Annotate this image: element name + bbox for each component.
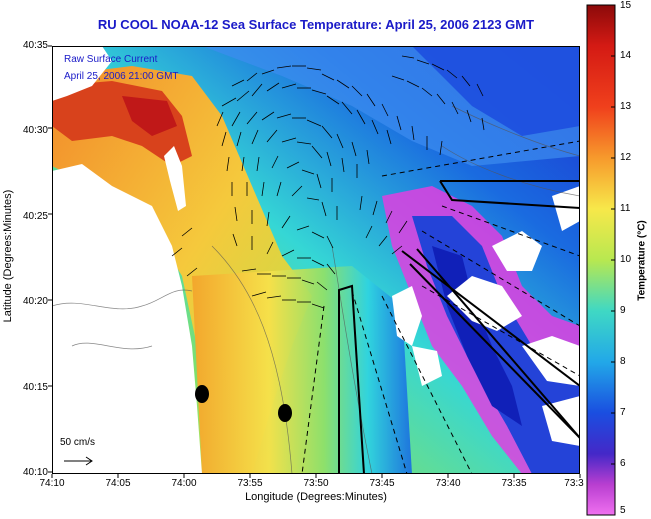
cloud-mask <box>522 336 580 386</box>
cloud-mask <box>412 346 442 386</box>
dashed-transects <box>301 140 580 474</box>
cloud-mask <box>447 276 522 331</box>
sandy-hook <box>164 146 186 211</box>
x-tick-label: 73:55 <box>237 478 263 489</box>
land-new-jersey <box>52 164 202 474</box>
colorbar-tick: 5 <box>620 505 626 516</box>
x-axis-label: Longitude (Degrees:Minutes) <box>245 491 387 503</box>
scale-vector <box>64 456 93 466</box>
colorbar-gradient <box>586 4 616 516</box>
scale-vector-label: 50 cm/s <box>60 437 96 448</box>
colorbar-tick: 15 <box>620 0 632 11</box>
map-frame <box>52 46 580 474</box>
colorbar-tick: 13 <box>620 101 632 112</box>
temperature-colorbar <box>586 4 616 516</box>
y-tick-label: 40:15 <box>22 382 48 393</box>
current-vectors <box>171 55 485 309</box>
colorbar-tick: 8 <box>620 356 626 367</box>
colorbar-title: Temperature (°C) <box>636 220 648 301</box>
current-legend-time: April 25, 2006 21:00 GMT <box>64 71 179 82</box>
sst-map <box>52 46 580 474</box>
colorbar-tick: 9 <box>620 305 626 316</box>
hot-spot <box>122 96 177 136</box>
mooring-marker <box>195 385 209 403</box>
y-tick-label: 40:10 <box>22 467 48 478</box>
bathymetry-contours <box>52 105 580 474</box>
y-tick-label: 40:25 <box>22 211 48 222</box>
x-tick-label: 74:05 <box>105 478 131 489</box>
x-tick-label: 73:45 <box>369 478 395 489</box>
colorbar-tick: 12 <box>620 152 632 163</box>
cloud-mask <box>492 231 542 271</box>
coastal-gradient <box>192 266 412 474</box>
land-north <box>52 46 112 101</box>
map-title: RU COOL NOAA-12 Sea Surface Temperature:… <box>97 17 535 32</box>
x-tick-label: 73:40 <box>435 478 461 489</box>
x-tick-label: 73:50 <box>303 478 329 489</box>
cloud-mask <box>552 186 580 231</box>
colorbar-tick: 10 <box>620 254 632 265</box>
colorbar-tick: 6 <box>620 458 626 469</box>
y-tick-label: 40:35 <box>22 40 48 51</box>
axis-ticks <box>48 45 581 478</box>
colorbar-tick: 11 <box>620 203 631 214</box>
colorbar-tick: 14 <box>620 50 632 61</box>
colorbar-tick: 7 <box>620 407 626 418</box>
x-tick-label: 73:35 <box>501 478 527 489</box>
cold-water-core <box>412 46 580 136</box>
mooring-marker <box>278 404 292 422</box>
x-tick-label: 74:00 <box>171 478 197 489</box>
x-tick-label: 74:10 <box>39 478 65 489</box>
y-tick-label: 40:20 <box>22 296 48 307</box>
glider-transects <box>338 180 580 474</box>
x-tick-label: 73:3 <box>564 478 584 489</box>
current-legend-title: Raw Surface Current <box>64 54 158 65</box>
y-tick-label: 40:30 <box>22 125 48 136</box>
